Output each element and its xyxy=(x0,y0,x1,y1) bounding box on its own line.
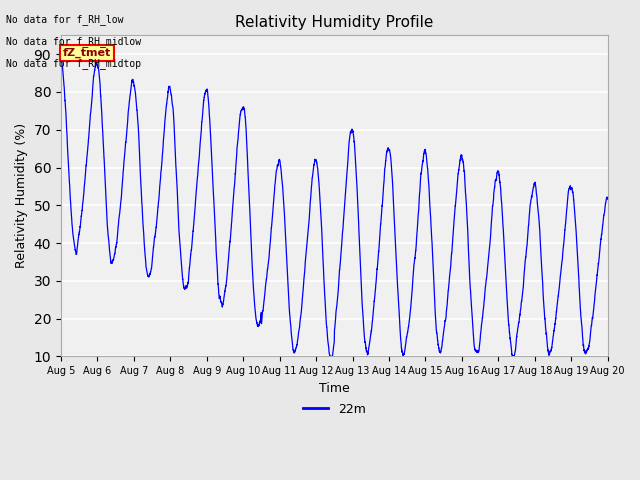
Legend: 22m: 22m xyxy=(298,398,371,420)
X-axis label: Time: Time xyxy=(319,382,349,395)
Title: Relativity Humidity Profile: Relativity Humidity Profile xyxy=(235,15,433,30)
Text: No data for f_RH_midlow: No data for f_RH_midlow xyxy=(6,36,141,47)
Text: No data for f_RH_midtop: No data for f_RH_midtop xyxy=(6,58,141,69)
Text: fZ_tmet: fZ_tmet xyxy=(63,48,111,59)
Y-axis label: Relativity Humidity (%): Relativity Humidity (%) xyxy=(15,123,28,268)
Text: No data for f_RH_low: No data for f_RH_low xyxy=(6,14,124,25)
